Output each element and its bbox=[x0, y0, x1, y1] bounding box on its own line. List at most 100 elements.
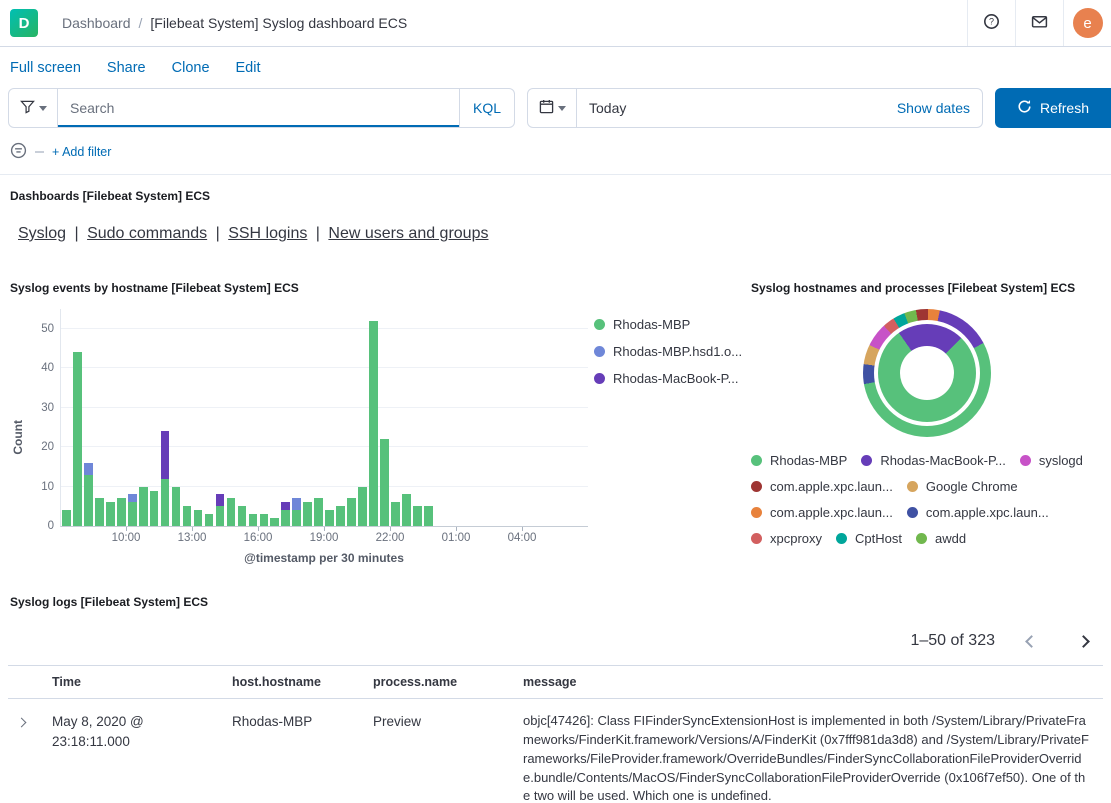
bar[interactable] bbox=[270, 309, 280, 526]
bar[interactable] bbox=[358, 309, 368, 526]
bar[interactable] bbox=[314, 309, 324, 526]
legend-color-dot bbox=[916, 533, 927, 544]
bar[interactable] bbox=[138, 309, 148, 526]
top-nav-share[interactable]: Share bbox=[106, 60, 146, 76]
bar[interactable] bbox=[182, 309, 192, 526]
bar-segment bbox=[160, 431, 170, 479]
bar[interactable] bbox=[369, 309, 379, 526]
bar[interactable] bbox=[336, 309, 346, 526]
bar[interactable] bbox=[193, 309, 203, 526]
date-quick-select-button[interactable] bbox=[528, 89, 577, 127]
breadcrumb-dashboard[interactable]: Dashboard bbox=[62, 15, 131, 31]
cell-time: May 8, 2020 @ 23:18:11.000 bbox=[44, 698, 224, 803]
user-menu-button[interactable]: e bbox=[1063, 0, 1111, 46]
bar[interactable] bbox=[237, 309, 247, 526]
bar[interactable] bbox=[281, 309, 291, 526]
bar[interactable] bbox=[215, 309, 225, 526]
bar[interactable] bbox=[325, 309, 335, 526]
top-nav-clone[interactable]: Clone bbox=[171, 60, 210, 76]
legend-item[interactable]: Google Chrome bbox=[906, 479, 1018, 494]
bar[interactable] bbox=[94, 309, 104, 526]
kql-language-button[interactable]: KQL bbox=[458, 89, 514, 127]
bar[interactable] bbox=[226, 309, 236, 526]
chevron-left-icon bbox=[1024, 634, 1038, 648]
query-bar: KQL Today Show dates Refresh bbox=[0, 82, 1111, 134]
legend-item[interactable]: com.apple.xpc.laun... bbox=[751, 479, 893, 494]
legend-item[interactable]: com.apple.xpc.laun... bbox=[906, 505, 1049, 520]
legend-item[interactable]: xpcproxy bbox=[751, 531, 822, 546]
legend-item[interactable]: CptHost bbox=[836, 531, 902, 546]
legend-item[interactable]: com.apple.xpc.laun... bbox=[751, 505, 893, 520]
bar[interactable] bbox=[259, 309, 269, 526]
expand-row-button[interactable] bbox=[16, 712, 27, 731]
bar[interactable] bbox=[105, 309, 115, 526]
panel-syslog-logs: Syslog logs [Filebeat System] ECS 1–50 o… bbox=[8, 595, 1103, 803]
legend-color-dot bbox=[751, 507, 762, 518]
bar[interactable] bbox=[204, 309, 214, 526]
y-axis-title: Count bbox=[11, 419, 25, 455]
bar-chart[interactable]: 0 10 20 30 40 50 10:00 13:00 16:00 19:00 22:00 01:… bbox=[41, 309, 588, 565]
legend-color-dot bbox=[751, 481, 762, 492]
newsfeed-button[interactable] bbox=[1015, 0, 1063, 46]
bar[interactable] bbox=[83, 309, 93, 526]
next-page-button[interactable] bbox=[1067, 625, 1099, 657]
bar-segment bbox=[248, 514, 258, 526]
bar-segment bbox=[83, 474, 93, 526]
bar[interactable] bbox=[149, 309, 159, 526]
bar-chart-plot-area[interactable]: 0 10 20 30 40 50 bbox=[41, 309, 588, 532]
y-axis-tick-label: 40 bbox=[41, 362, 54, 375]
bar-segment bbox=[193, 510, 203, 526]
bar[interactable] bbox=[402, 309, 411, 526]
bar[interactable] bbox=[61, 309, 71, 526]
legend-color-dot bbox=[1019, 455, 1031, 466]
bar[interactable] bbox=[424, 309, 433, 526]
y-axis-tick-label: 0 bbox=[47, 520, 54, 532]
bar[interactable] bbox=[72, 309, 82, 526]
bar-segment bbox=[127, 494, 137, 503]
bar[interactable] bbox=[292, 309, 302, 526]
y-axis-tick-label: 50 bbox=[41, 322, 54, 335]
logs-table-body: May 8, 2020 @ 23:18:11.000 Rhodas-MBP Prev… bbox=[8, 698, 1103, 803]
bar[interactable] bbox=[127, 309, 137, 526]
x-axis-tick-mark bbox=[324, 527, 325, 531]
bar[interactable] bbox=[380, 309, 390, 526]
legend-item[interactable]: Rhodas-MBP.hsd1.o... bbox=[594, 344, 742, 359]
bar[interactable] bbox=[160, 309, 170, 526]
add-filter-link[interactable]: + Add filter bbox=[52, 145, 112, 159]
dashboard-link-new-users-and-groups[interactable]: New users and groups bbox=[328, 225, 489, 242]
previous-page-button[interactable] bbox=[1015, 625, 1047, 657]
bar[interactable] bbox=[171, 309, 181, 526]
kibana-logo-button[interactable]: D bbox=[0, 0, 48, 46]
date-value[interactable]: Today bbox=[589, 100, 627, 116]
refresh-button[interactable]: Refresh bbox=[995, 88, 1111, 128]
bar[interactable] bbox=[347, 309, 357, 526]
donut-chart[interactable] bbox=[863, 309, 991, 437]
bar[interactable] bbox=[116, 309, 126, 526]
dashboard-link-syslog[interactable]: Syslog bbox=[18, 225, 67, 242]
search-input[interactable] bbox=[58, 89, 459, 127]
bar[interactable] bbox=[391, 309, 401, 526]
legend-item[interactable]: syslogd bbox=[1019, 453, 1083, 468]
bar-segment bbox=[204, 514, 214, 526]
bar[interactable] bbox=[303, 309, 313, 526]
bar[interactable] bbox=[413, 309, 422, 526]
filter-options-button[interactable] bbox=[10, 142, 27, 162]
legend-item[interactable]: awdd bbox=[916, 531, 966, 546]
logs-table-head: Time host.hostname process.name message bbox=[8, 665, 1103, 699]
bar-segment bbox=[424, 506, 433, 526]
dashboard-link-sudo-commands[interactable]: Sudo commands bbox=[87, 225, 208, 242]
top-nav-edit[interactable]: Edit bbox=[235, 60, 261, 76]
date-picker-group: Today Show dates bbox=[527, 88, 983, 128]
column-header-process-name: process.name bbox=[365, 665, 515, 699]
help-button[interactable]: ? bbox=[967, 0, 1015, 46]
legend-item[interactable]: Rhodas-MacBook-P... bbox=[861, 453, 1006, 468]
legend-item[interactable]: Rhodas-MBP bbox=[594, 317, 742, 332]
show-dates-link[interactable]: Show dates bbox=[896, 100, 970, 116]
dashboard-link-ssh-logins[interactable]: SSH logins bbox=[228, 225, 308, 242]
legend-item[interactable]: Rhodas-MBP bbox=[751, 453, 847, 468]
bar[interactable] bbox=[248, 309, 258, 526]
saved-query-menu-button[interactable] bbox=[9, 89, 58, 127]
top-nav-full-screen[interactable]: Full screen bbox=[10, 60, 81, 76]
refresh-icon bbox=[1017, 99, 1032, 117]
legend-item[interactable]: Rhodas-MacBook-P... bbox=[594, 371, 742, 386]
